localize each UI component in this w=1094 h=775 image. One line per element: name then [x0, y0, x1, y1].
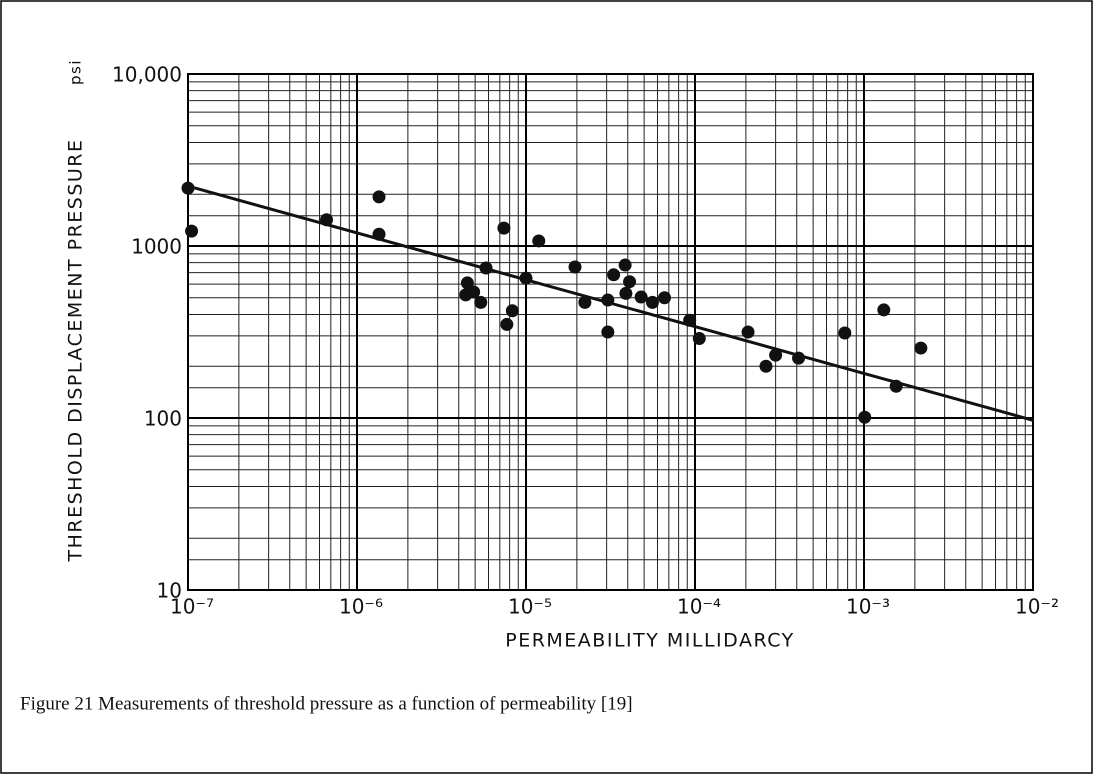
data-point	[769, 348, 783, 362]
data-point	[692, 331, 706, 345]
data-point	[474, 295, 488, 309]
data-point	[601, 293, 615, 307]
plot-frame	[187, 73, 1034, 591]
y-axis-title: THRESHOLD DISPLACEMENT PRESSURE	[65, 138, 87, 562]
data-point	[578, 295, 592, 309]
data-point	[372, 190, 386, 204]
data-point	[467, 285, 481, 299]
y-tick-label: 10,000	[112, 63, 182, 87]
data-point	[645, 295, 659, 309]
x-tick-label: 10⁻⁴	[677, 595, 721, 619]
x-tick-label: 10⁻⁶	[339, 595, 383, 619]
data-point	[858, 410, 872, 424]
data-point	[500, 317, 514, 331]
data-point	[460, 276, 474, 290]
x-tick-label: 10⁻⁷	[170, 595, 214, 619]
data-point	[618, 258, 632, 272]
data-point	[601, 325, 615, 339]
y-tick-label: 1000	[131, 235, 182, 259]
data-point	[505, 304, 519, 318]
y-tick-label: 10	[157, 579, 182, 603]
data-point	[889, 379, 903, 393]
y-axis-unit: psi	[67, 59, 85, 85]
x-tick-label: 10⁻³	[846, 595, 890, 619]
data-point	[838, 326, 852, 340]
y-tick-label: 100	[144, 407, 182, 431]
data-point	[792, 351, 806, 365]
data-point	[497, 221, 511, 235]
data-point	[914, 341, 928, 355]
data-point	[607, 268, 621, 282]
data-point	[479, 261, 493, 275]
data-point	[658, 291, 672, 305]
data-point	[568, 260, 582, 274]
data-point	[372, 227, 386, 241]
data-point	[619, 286, 633, 300]
plot-area: 10⁻⁷ 10⁻⁶ 10⁻⁵ 10⁻⁴ 10⁻³ 10⁻² 10 100 1000 10,000	[112, 63, 1059, 619]
data-point	[320, 213, 334, 227]
x-axis-title: PERMEABILITY MILLIDARCY	[505, 630, 795, 652]
data-point	[185, 224, 199, 238]
data-point	[519, 271, 533, 285]
data-point	[759, 359, 773, 373]
x-tick-label: 10⁻²	[1015, 595, 1059, 619]
data-point	[623, 275, 637, 289]
data-point	[634, 290, 648, 304]
data-point	[683, 313, 697, 327]
x-tick-label: 10⁻⁵	[508, 595, 552, 619]
caption: Figure 21 Measurements of threshold pres…	[20, 693, 633, 714]
data-point	[181, 181, 195, 195]
data-point	[532, 234, 546, 248]
data-point	[741, 325, 755, 339]
data-point	[877, 303, 891, 317]
